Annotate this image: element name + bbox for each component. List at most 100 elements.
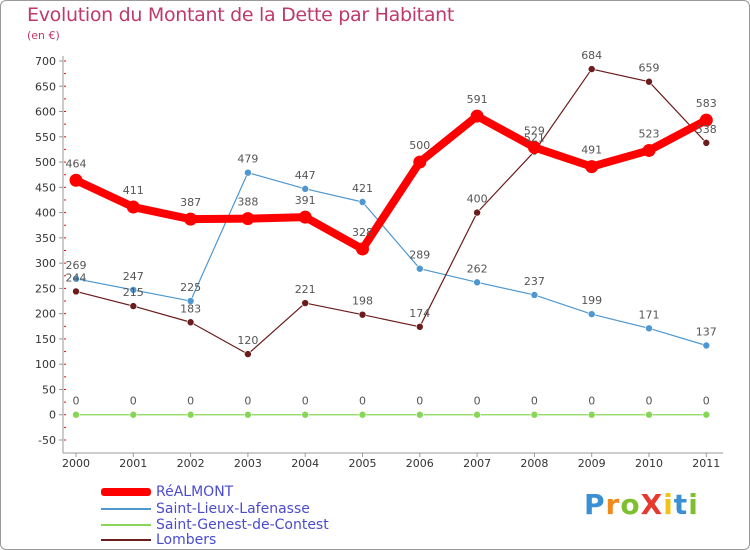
legend-swatch [101, 539, 151, 541]
data-label: 479 [237, 153, 258, 166]
x-tick-label: 2009 [578, 457, 606, 470]
data-label: 523 [639, 127, 660, 140]
data-point [241, 212, 255, 226]
data-point [129, 286, 138, 294]
y-tick-label: 200 [35, 308, 56, 321]
legend-swatch [101, 488, 151, 496]
data-label: 269 [66, 259, 87, 272]
data-label: 199 [581, 294, 602, 307]
data-label: 0 [130, 395, 137, 408]
data-label: 0 [244, 395, 251, 408]
x-tick-label: 2007 [463, 457, 491, 470]
data-label: 237 [524, 275, 545, 288]
data-label: 388 [237, 196, 258, 209]
data-point [473, 208, 481, 217]
data-point [358, 310, 367, 319]
data-label: 583 [696, 97, 717, 110]
y-tick-label: 0 [49, 409, 56, 422]
legend-label: Saint-Genest-de-Contest [156, 517, 329, 533]
y-tick-label: 150 [35, 333, 56, 346]
data-point [699, 113, 713, 127]
data-point [702, 341, 711, 350]
data-point [244, 168, 252, 177]
data-point [298, 210, 312, 224]
data-label: 174 [409, 307, 430, 320]
data-point [415, 264, 424, 273]
chart-title: Evolution du Montant de la Dette par Hab… [27, 4, 455, 26]
data-point [186, 410, 195, 419]
data-label: 0 [416, 395, 423, 408]
data-label: 521 [524, 131, 545, 144]
data-label: 400 [467, 193, 488, 206]
data-point [415, 323, 424, 331]
data-point [129, 302, 138, 310]
y-tick-label: 650 [35, 80, 56, 93]
x-tick-label: 2002 [177, 457, 205, 470]
logo-letter: o [620, 488, 641, 521]
data-label: 464 [66, 157, 87, 170]
data-label: 0 [531, 395, 538, 408]
data-point [301, 410, 310, 419]
data-label: 120 [237, 334, 258, 347]
data-point [69, 173, 83, 187]
data-label: 221 [295, 283, 316, 296]
series-line-1 [75, 172, 707, 347]
logo-letter: t [673, 488, 689, 521]
chart-subtitle: (en €) [27, 29, 60, 42]
data-point [184, 212, 198, 226]
data-point [72, 274, 80, 283]
x-tick-label: 2008 [520, 457, 548, 470]
data-point [244, 410, 252, 419]
data-point [72, 410, 80, 419]
data-label: 500 [409, 139, 430, 152]
data-point [186, 318, 195, 327]
data-label: 262 [467, 262, 488, 275]
y-tick-label: 300 [35, 257, 56, 270]
data-point [587, 310, 596, 318]
data-point [244, 350, 252, 358]
logo-letter: i [688, 488, 699, 521]
data-label: 391 [295, 194, 316, 207]
data-label: 198 [352, 295, 373, 308]
logo-letter: P [584, 488, 606, 521]
x-tick-label: 2006 [406, 457, 434, 470]
data-point [186, 297, 195, 305]
data-label: 328 [352, 226, 373, 239]
logo-letter: r [605, 488, 621, 521]
data-label: 0 [302, 395, 309, 408]
y-tick-label: 550 [35, 131, 56, 144]
data-point [645, 77, 653, 86]
data-label: 529 [524, 124, 545, 137]
legend-swatch [101, 524, 151, 526]
data-label: 0 [73, 395, 80, 408]
data-label: 0 [187, 395, 194, 408]
data-point [585, 160, 599, 174]
y-tick-label: 50 [42, 383, 56, 396]
data-label: 244 [66, 271, 87, 284]
data-point [358, 410, 367, 419]
x-tick-label: 2011 [692, 457, 720, 470]
legend-label: Lombers [156, 532, 217, 548]
data-label: 447 [295, 169, 316, 182]
data-label: 183 [180, 302, 201, 315]
data-label: 421 [352, 182, 373, 195]
data-point [645, 410, 653, 419]
data-label: 659 [639, 62, 660, 75]
data-point [126, 200, 140, 214]
data-label: 0 [703, 395, 710, 408]
data-label: 171 [639, 308, 660, 321]
data-label: 137 [696, 326, 717, 339]
data-point [473, 278, 481, 287]
data-label: 247 [123, 270, 144, 283]
data-point [642, 143, 656, 157]
data-point [702, 139, 711, 147]
y-tick-label: -50 [38, 434, 56, 447]
data-label: 0 [359, 395, 366, 408]
data-label: 0 [646, 395, 653, 408]
data-point [530, 291, 539, 299]
logo-letter: X [640, 488, 664, 521]
data-point [129, 410, 138, 419]
data-point [301, 185, 310, 193]
y-tick-label: 450 [35, 181, 56, 194]
